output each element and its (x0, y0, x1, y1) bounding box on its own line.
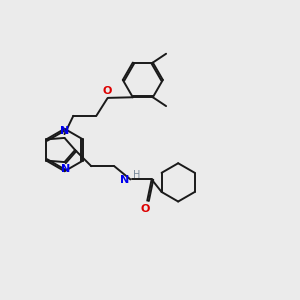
Text: N: N (61, 164, 70, 174)
Text: O: O (102, 86, 112, 96)
Text: H: H (134, 170, 141, 180)
Text: N: N (60, 126, 69, 136)
Text: N: N (120, 175, 129, 185)
Text: O: O (141, 204, 150, 214)
